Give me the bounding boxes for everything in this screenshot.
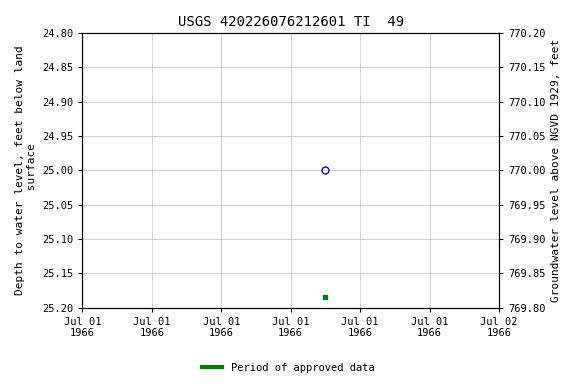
Y-axis label: Depth to water level, feet below land
 surface: Depth to water level, feet below land su… [15,45,37,295]
Title: USGS 420226076212601 TI  49: USGS 420226076212601 TI 49 [177,15,404,29]
Y-axis label: Groundwater level above NGVD 1929, feet: Groundwater level above NGVD 1929, feet [551,39,561,302]
Legend: Period of approved data: Period of approved data [198,359,378,377]
